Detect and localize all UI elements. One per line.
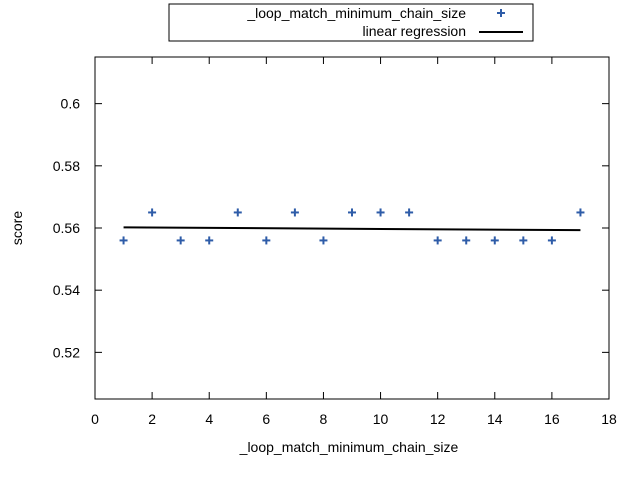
data-point bbox=[262, 236, 271, 245]
regression-line bbox=[123, 226, 581, 232]
x-tick-label: 0 bbox=[91, 411, 99, 427]
data-point bbox=[205, 236, 214, 245]
data-point bbox=[233, 208, 242, 217]
x-tick-label: 14 bbox=[487, 411, 503, 427]
legend-label-series: _loop_match_minimum_chain_size bbox=[246, 5, 466, 21]
legend-box bbox=[168, 3, 534, 42]
y-axis: 0.52 0.54 0.56 0.58 0.6 bbox=[53, 96, 609, 360]
data-point bbox=[176, 236, 185, 245]
y-tick-label: 0.6 bbox=[61, 96, 81, 112]
data-point bbox=[290, 208, 299, 217]
legend: _loop_match_minimum_chain_size linear re… bbox=[168, 3, 534, 42]
x-tick-label: 2 bbox=[148, 411, 156, 427]
x-tick-label: 12 bbox=[430, 411, 446, 427]
legend-label-regression: linear regression bbox=[363, 23, 467, 39]
regression-line-group bbox=[123, 226, 581, 232]
data-point bbox=[148, 208, 157, 217]
data-points bbox=[119, 208, 585, 245]
x-axis: 0 2 4 6 8 10 12 14 16 18 bbox=[91, 57, 617, 427]
data-point bbox=[490, 236, 499, 245]
x-tick-label: 10 bbox=[373, 411, 389, 427]
y-tick-label: 0.56 bbox=[53, 220, 80, 236]
data-point bbox=[576, 208, 585, 217]
x-tick-label: 18 bbox=[601, 411, 617, 427]
data-point bbox=[348, 208, 356, 217]
data-point bbox=[462, 236, 471, 245]
data-point bbox=[376, 208, 385, 217]
legend-marker-plus bbox=[497, 9, 505, 17]
data-point bbox=[433, 236, 442, 245]
data-point bbox=[547, 236, 556, 245]
x-tick-label: 8 bbox=[320, 411, 328, 427]
y-tick-label: 0.54 bbox=[53, 282, 80, 298]
data-point bbox=[319, 236, 328, 245]
y-tick-label: 0.58 bbox=[53, 158, 80, 174]
x-axis-label: _loop_match_minimum_chain_size bbox=[239, 439, 459, 455]
x-tick-label: 16 bbox=[544, 411, 560, 427]
x-tick-label: 4 bbox=[205, 411, 213, 427]
y-tick-label: 0.52 bbox=[53, 344, 80, 360]
x-tick-label: 6 bbox=[262, 411, 270, 427]
data-point bbox=[119, 236, 128, 245]
data-point bbox=[519, 236, 528, 245]
y-axis-label: score bbox=[9, 211, 25, 245]
data-point bbox=[405, 208, 414, 217]
